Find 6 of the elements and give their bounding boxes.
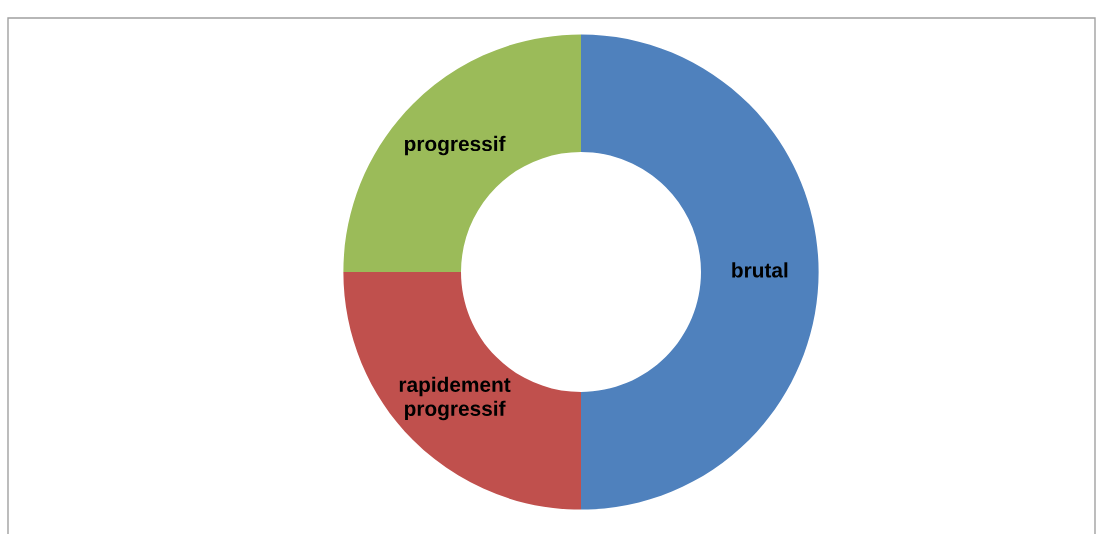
donut-slice (343, 34, 581, 272)
slice-label: progressif (405, 135, 506, 156)
donut-slice (581, 34, 819, 510)
slice-label: brutal (732, 262, 788, 278)
donut-slice (343, 272, 581, 510)
slice-label: rapidement progressif (399, 376, 511, 421)
